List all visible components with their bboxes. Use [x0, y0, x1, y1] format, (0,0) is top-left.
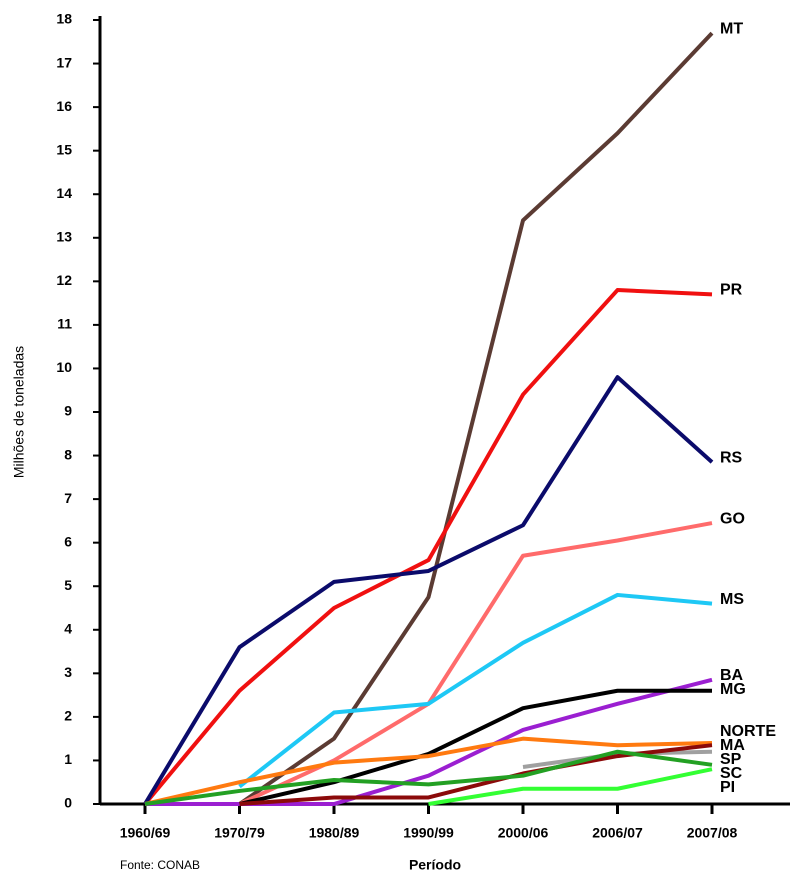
legend-label: MG — [720, 681, 746, 698]
y-tick-label: 3 — [64, 664, 72, 680]
x-tick-label: 2000/06 — [498, 825, 549, 841]
legend-label: MT — [720, 20, 743, 37]
series-line — [238, 592, 713, 789]
x-tick-label: 2006/07 — [592, 825, 643, 841]
series-line — [238, 31, 714, 806]
y-tick-label: 16 — [56, 98, 72, 114]
y-tick-label: 7 — [64, 490, 72, 506]
y-tick-label: 14 — [56, 185, 72, 201]
y-tick-label: 1 — [64, 751, 72, 767]
y-tick-label: 13 — [56, 228, 72, 244]
y-tick-label: 12 — [56, 272, 72, 288]
series-line — [238, 521, 713, 806]
x-tick-label: 1990/99 — [403, 825, 454, 841]
y-tick-label: 17 — [56, 54, 72, 70]
legend-label: SP — [720, 751, 742, 768]
legend-label: GO — [720, 510, 745, 527]
legend-label: PI — [720, 779, 735, 796]
y-tick-label: 6 — [64, 533, 72, 549]
series-line — [143, 375, 714, 806]
x-tick-label: 2007/08 — [687, 825, 738, 841]
x-tick-label: 1960/69 — [120, 825, 171, 841]
series-line — [144, 736, 713, 806]
y-tick-label: 9 — [64, 403, 72, 419]
series-line — [239, 688, 712, 806]
legend-label: MS — [720, 591, 744, 608]
x-tick-label: 1970/79 — [214, 825, 265, 841]
series-line — [144, 749, 713, 806]
y-tick-label: 2 — [64, 708, 72, 724]
y-tick-label: 10 — [56, 359, 72, 375]
series-line — [428, 767, 713, 806]
y-tick-label: 15 — [56, 141, 72, 157]
legend-label: MA — [720, 737, 745, 754]
series-line — [143, 288, 713, 806]
series-line — [522, 749, 713, 769]
x-tick-label: 1980/89 — [309, 825, 360, 841]
y-tick-label: 4 — [64, 620, 72, 636]
legend-label: NORTE — [720, 723, 776, 740]
y-tick-label: 0 — [64, 795, 72, 811]
legend-label: PR — [720, 282, 743, 299]
y-axis-label: Milhões de toneladas — [11, 346, 27, 478]
x-axis-label: Período — [409, 857, 461, 873]
y-tick-label: 8 — [64, 446, 72, 462]
y-tick-label: 18 — [56, 11, 72, 27]
y-tick-label: 5 — [64, 577, 72, 593]
legend-label: SC — [720, 765, 743, 782]
legend-label: RS — [720, 449, 743, 466]
source: Fonte: CONAB — [120, 858, 200, 872]
y-tick-label: 11 — [57, 316, 72, 332]
legend-label: BA — [720, 667, 744, 684]
